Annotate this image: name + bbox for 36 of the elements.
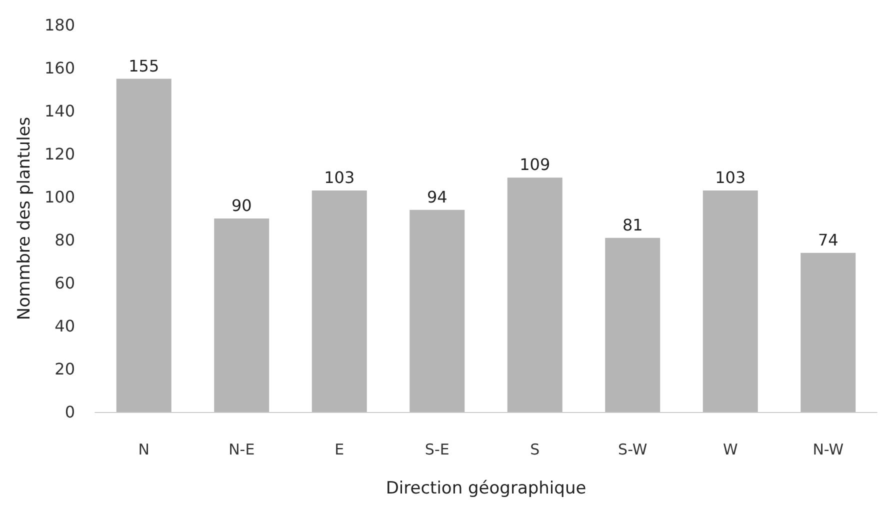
data-label: 90: [231, 196, 252, 215]
bar: [410, 210, 465, 412]
x-tick-label: S-E: [424, 440, 450, 458]
y-tick-label: 40: [54, 316, 75, 336]
data-label: 103: [715, 168, 746, 188]
y-tick-label: 60: [54, 274, 75, 292]
data-label: 94: [426, 187, 448, 206]
data-label: 109: [520, 155, 550, 174]
bar: [116, 78, 172, 412]
x-tick-label: S: [530, 440, 540, 458]
x-tick-label: E: [334, 440, 344, 458]
data-label: 155: [128, 56, 160, 76]
y-tick-label: 80: [54, 230, 75, 250]
data-label: 74: [818, 230, 838, 250]
y-tick-label: 140: [44, 102, 75, 120]
y-tick-label: 20: [54, 360, 75, 378]
data-label: 81: [622, 215, 643, 234]
x-tick-label: N: [138, 440, 150, 458]
x-tick-label: S-W: [618, 440, 648, 458]
x-axis-title: Direction géographique: [386, 478, 586, 498]
bar: [605, 238, 660, 412]
y-tick-label: 100: [44, 188, 75, 206]
bar: [312, 190, 367, 412]
y-axis-title: Nommbre des plantules: [14, 116, 34, 320]
y-tick-label: 160: [44, 58, 75, 78]
x-tick-label: N-E: [228, 440, 255, 458]
bar: [214, 218, 270, 412]
x-tick-label: W: [722, 440, 738, 458]
bar: [800, 252, 856, 412]
x-tick-label: N-W: [812, 440, 844, 458]
bar: [702, 190, 758, 412]
data-label: 103: [324, 168, 355, 188]
y-tick-label: 120: [44, 144, 75, 164]
y-tick-label: 0: [64, 402, 75, 422]
y-tick-label: 180: [44, 16, 75, 34]
bar: [507, 178, 562, 412]
